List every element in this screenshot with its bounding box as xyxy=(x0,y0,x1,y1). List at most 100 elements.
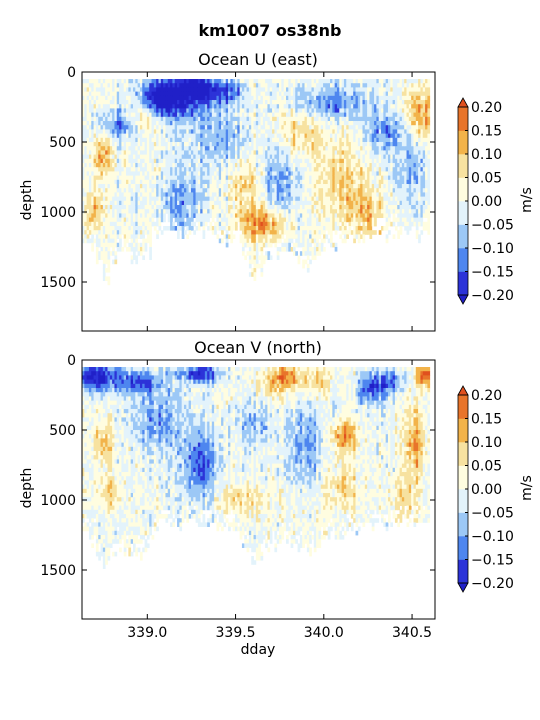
heatmap-cell xyxy=(153,125,157,130)
heatmap-cell xyxy=(350,163,354,168)
heatmap-cell xyxy=(318,209,322,214)
heatmap-cell xyxy=(100,209,104,214)
heatmap-cell xyxy=(295,142,298,147)
heatmap-cell xyxy=(371,95,375,101)
heatmap-cell xyxy=(200,87,203,92)
heatmap-cell xyxy=(156,104,159,109)
heatmap-cell xyxy=(251,192,254,197)
heatmap-cell xyxy=(350,167,354,172)
heatmap-cell xyxy=(95,121,99,126)
heatmap-cell xyxy=(336,205,340,210)
heatmap-cell xyxy=(258,137,261,143)
heatmap-cell xyxy=(330,192,333,197)
heatmap-cell xyxy=(274,104,278,109)
heatmap-cell xyxy=(223,137,227,143)
heatmap-cell xyxy=(116,192,120,197)
heatmap-cell xyxy=(100,150,104,155)
heatmap-cell xyxy=(156,146,159,151)
heatmap-cell xyxy=(346,137,349,143)
heatmap-cell xyxy=(207,116,210,122)
heatmap-cell xyxy=(228,188,231,193)
heatmap-cell xyxy=(202,95,206,101)
heatmap-cell xyxy=(279,154,282,160)
heatmap-cell xyxy=(86,200,90,206)
heatmap-cell xyxy=(230,125,234,130)
heatmap-cell xyxy=(281,158,285,164)
heatmap-cell xyxy=(153,121,157,126)
heatmap-cell xyxy=(100,230,104,235)
heatmap-cell xyxy=(216,226,220,231)
heatmap-cell xyxy=(228,209,231,214)
heatmap-cell xyxy=(123,234,127,239)
heatmap-cell xyxy=(306,209,310,214)
heatmap-cell xyxy=(121,209,125,214)
heatmap-cell xyxy=(346,129,349,134)
heatmap-cell xyxy=(369,137,373,143)
heatmap-cell xyxy=(88,104,92,109)
heatmap-cell xyxy=(167,142,171,147)
heatmap-cell xyxy=(323,142,326,147)
heatmap-cell xyxy=(165,133,169,139)
heatmap-cell xyxy=(207,87,210,92)
heatmap-cell xyxy=(153,158,157,164)
heatmap-cell xyxy=(364,192,368,197)
heatmap-cell xyxy=(100,100,104,105)
heatmap-cell xyxy=(251,196,254,202)
heatmap-cell xyxy=(126,209,129,214)
heatmap-cell xyxy=(91,121,94,126)
heatmap-cell xyxy=(234,192,238,197)
heatmap-cell xyxy=(234,213,238,218)
heatmap-cell xyxy=(225,158,229,164)
heatmap-cell xyxy=(207,192,210,197)
heatmap-cell xyxy=(297,255,301,260)
heatmap-cell xyxy=(320,167,324,172)
heatmap-cell xyxy=(241,133,245,139)
heatmap-cell xyxy=(234,205,238,210)
heatmap-cell xyxy=(190,163,194,168)
heatmap-cell xyxy=(265,251,268,256)
heatmap-cell xyxy=(84,116,88,122)
heatmap-cell xyxy=(311,163,315,168)
heatmap-cell xyxy=(135,116,139,122)
heatmap-cell xyxy=(172,125,176,130)
heatmap-cell xyxy=(172,87,176,92)
heatmap-cell xyxy=(100,184,104,189)
heatmap-cell xyxy=(195,175,199,181)
heatmap-cell xyxy=(177,230,180,235)
heatmap-cell xyxy=(313,213,317,218)
heatmap-cell xyxy=(297,125,301,130)
heatmap-cell xyxy=(223,175,227,181)
heatmap-cell xyxy=(343,179,347,185)
heatmap-cell xyxy=(95,163,99,168)
heatmap-cell xyxy=(116,242,120,248)
heatmap-cell xyxy=(316,154,319,160)
heatmap-cell xyxy=(84,234,88,239)
heatmap-cell xyxy=(119,137,122,143)
heatmap-cell xyxy=(114,129,118,134)
heatmap-cell xyxy=(100,154,104,160)
heatmap-cell xyxy=(353,150,356,155)
heatmap-cell xyxy=(137,150,141,155)
heatmap-cell xyxy=(232,91,236,97)
heatmap-cell xyxy=(283,112,287,118)
heatmap-cell xyxy=(135,230,139,235)
heatmap-cell xyxy=(332,221,336,227)
heatmap-cell xyxy=(200,221,203,227)
heatmap-cell xyxy=(228,95,231,101)
heatmap-cell xyxy=(367,112,370,118)
heatmap-cell xyxy=(343,226,347,231)
heatmap-cell xyxy=(218,213,222,218)
heatmap-cell xyxy=(204,221,208,227)
heatmap-cell xyxy=(262,154,266,160)
heatmap-cell xyxy=(211,192,215,197)
heatmap-cell xyxy=(121,175,125,181)
heatmap-cell xyxy=(167,167,171,172)
heatmap-cell xyxy=(295,196,298,202)
heatmap-cell xyxy=(214,154,217,160)
heatmap-cell xyxy=(316,247,319,252)
heatmap-cell xyxy=(225,192,229,197)
heatmap-cell xyxy=(239,100,243,105)
heatmap-cell xyxy=(84,79,88,84)
heatmap-cell xyxy=(367,129,370,134)
heatmap-cell xyxy=(91,179,94,185)
